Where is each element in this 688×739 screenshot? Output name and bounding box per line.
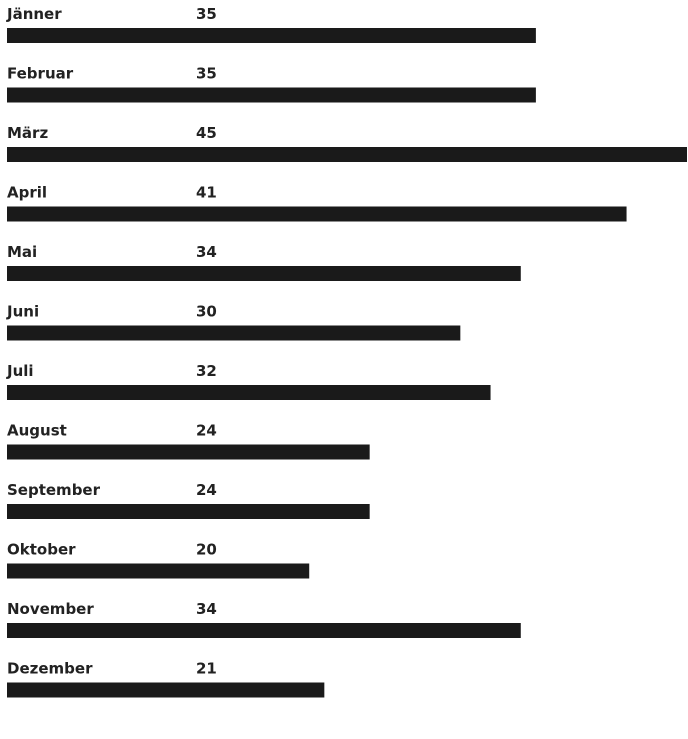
bar [7, 385, 491, 400]
category-label: März [7, 124, 48, 142]
category-label: Februar [7, 65, 74, 83]
value-label: 21 [196, 660, 217, 678]
category-label: Juni [6, 303, 39, 321]
value-label: 35 [196, 5, 217, 23]
bar [7, 623, 521, 638]
category-label: August [7, 422, 67, 440]
bar [7, 444, 370, 460]
value-label: 35 [196, 65, 217, 83]
category-label: November [7, 600, 94, 618]
value-label: 30 [196, 303, 217, 321]
value-label: 24 [196, 481, 217, 499]
value-label: 24 [196, 422, 217, 440]
bar [7, 504, 370, 519]
bar [7, 325, 461, 341]
value-label: 32 [196, 362, 217, 380]
category-label: Mai [7, 243, 37, 261]
bar [7, 563, 310, 579]
value-label: 41 [196, 184, 217, 202]
bar [7, 206, 627, 222]
category-label: Dezember [7, 660, 93, 678]
category-label: Juli [6, 362, 34, 380]
value-label: 34 [196, 243, 217, 261]
value-label: 20 [196, 541, 217, 559]
value-label: 45 [196, 124, 217, 142]
value-label: 34 [196, 600, 217, 618]
category-label: April [7, 184, 47, 202]
bar [7, 147, 687, 162]
category-label: Jänner [6, 5, 62, 23]
bar [7, 28, 536, 43]
bar [7, 266, 521, 281]
bar [7, 87, 536, 103]
category-label: Oktober [7, 541, 76, 559]
category-label: September [7, 481, 101, 499]
bar [7, 682, 325, 698]
